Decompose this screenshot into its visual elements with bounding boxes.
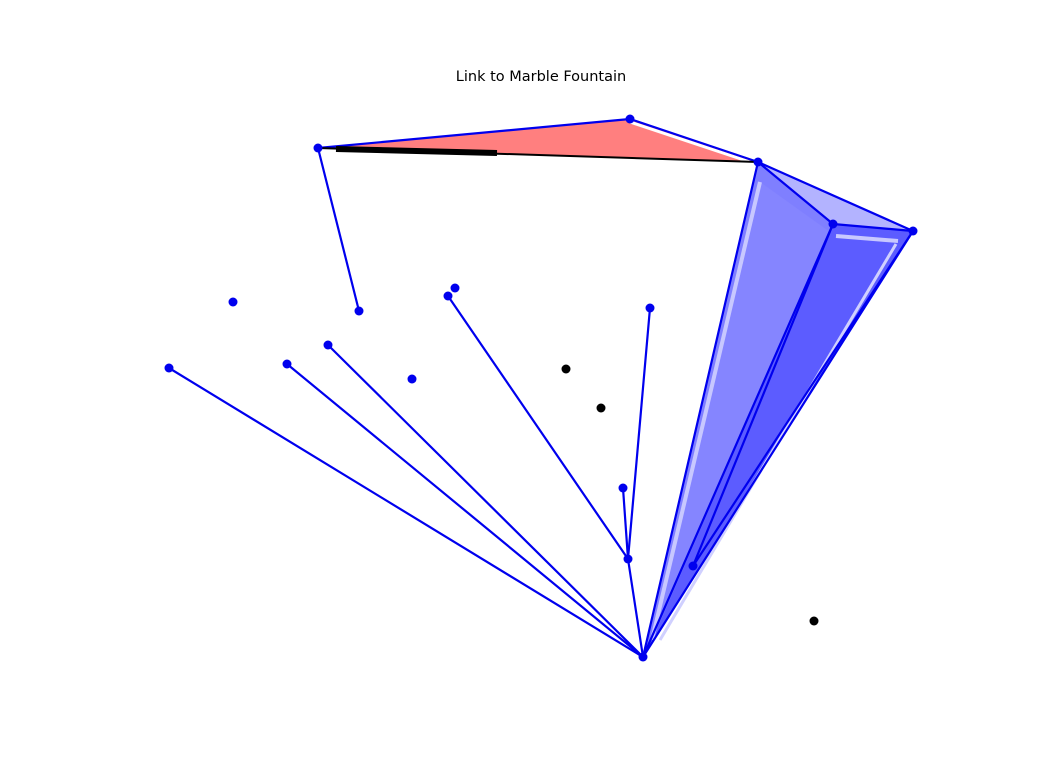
route-node [828, 219, 838, 229]
route-node [753, 157, 763, 167]
diagram-title: Link to Marble Fountain [455, 69, 627, 85]
route-edge [626, 557, 645, 659]
route-node [450, 283, 460, 293]
route-node [623, 554, 633, 564]
route-edge [756, 160, 835, 226]
route-edge [628, 117, 760, 164]
route-node [688, 561, 698, 571]
route-node [282, 359, 292, 369]
route-node [228, 297, 238, 307]
route-edge [691, 222, 835, 568]
route-edge [831, 222, 915, 233]
route-edge [621, 486, 630, 561]
route-edge [316, 146, 361, 313]
route-node [625, 114, 635, 124]
route-node [645, 303, 655, 313]
route-node [618, 483, 628, 493]
route-edge [285, 362, 645, 659]
blue-face-shade [650, 182, 830, 645]
route-node [908, 226, 918, 236]
route-node [164, 363, 174, 373]
route-node [354, 306, 364, 316]
landmark-point [596, 403, 606, 413]
route-edge [641, 160, 760, 659]
route-node [323, 340, 333, 350]
route-edge [626, 306, 652, 561]
landmark-point [561, 364, 571, 374]
route-node [407, 374, 417, 384]
route-node [313, 143, 323, 153]
route-edge [691, 229, 915, 568]
black-edge [335, 146, 498, 156]
route-edge [641, 222, 835, 659]
route-node [443, 291, 453, 301]
route-edge [316, 117, 632, 150]
route-edge [756, 160, 915, 233]
landmark-point [809, 616, 819, 626]
route-edge [641, 229, 915, 659]
route-edge [167, 366, 645, 659]
route-edge [326, 343, 645, 659]
highlight-line [629, 120, 751, 164]
highlight-line [650, 181, 762, 641]
highlight-line [835, 234, 899, 243]
route-edge [446, 294, 630, 561]
route-node [638, 652, 648, 662]
